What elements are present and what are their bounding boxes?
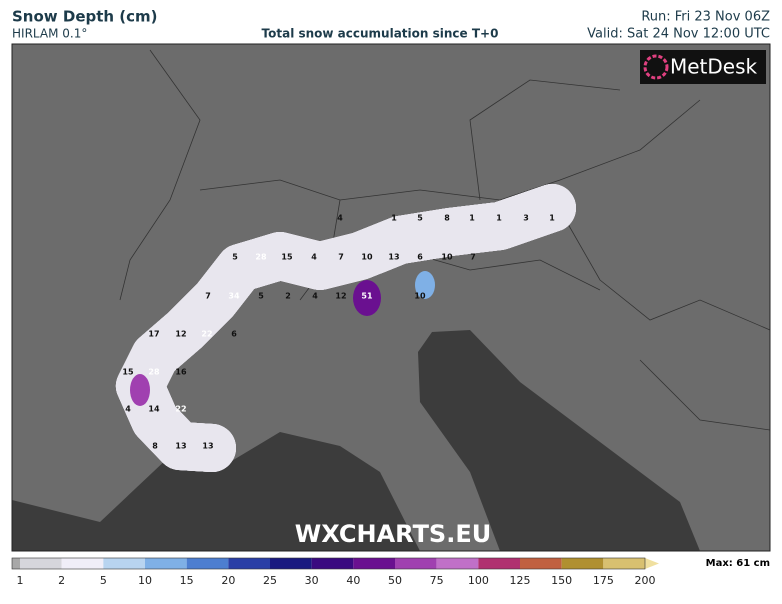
snow-label: 12 [175,330,186,339]
snow-label: 1 [391,214,397,223]
snow-label: 4 [312,292,318,301]
sea [12,432,420,551]
snow-label: 2 [285,292,291,301]
snow-cover [116,184,576,472]
legend-frame [11,557,646,570]
legend-label: 75 [430,574,444,587]
legend-label: 20 [221,574,235,587]
snow-label: 51 [361,292,373,301]
snow-label: 8 [444,214,450,223]
snow-label: 5 [258,292,264,301]
snow-label: 7 [205,292,211,301]
legend-label: 100 [468,574,489,587]
legend-label: 50 [388,574,402,587]
snow-label: 6 [231,330,237,339]
snow-label: 10 [441,253,453,262]
legend-label: 200 [635,574,656,587]
snow-label: 12 [335,292,346,301]
snow-label: 5 [232,253,238,262]
legend-label: 25 [263,574,277,587]
snow-label: 10 [414,292,426,301]
snow-label: 5 [417,214,423,223]
run: Run: Fri 23 Nov 06Z [641,10,770,25]
snow-label: 15 [122,368,134,377]
snow-label: 7 [470,253,476,262]
snow-label: 1 [496,214,502,223]
map-frame [11,43,771,552]
snow-label: 15 [281,253,293,262]
snow-cover [415,271,435,299]
legend-swatch [270,558,312,569]
legend-swatch [20,558,62,569]
snow-label: 28 [148,368,160,377]
snow-label: 13 [175,442,186,451]
snow-label: 4 [125,405,131,414]
snow-label: 10 [361,253,373,262]
legend-label: 150 [551,574,572,587]
model: HIRLAM 0.1° [12,27,87,41]
snow-label: 4 [311,253,317,262]
logo: MetDesk [670,55,758,79]
legend-swatch [145,558,187,569]
snow-cover [353,280,381,316]
legend-swatch [436,558,479,569]
snow-label: 17 [148,330,159,339]
land [12,44,770,551]
borders [119,49,771,431]
legend-label: 15 [180,574,194,587]
snow-cover [130,374,150,406]
subtitle: Total snow accumulation since T+0 [262,27,499,41]
snow-label: 1 [469,214,475,223]
sea [418,330,700,551]
snow-label: 8 [152,442,158,451]
snow-label: 3 [523,214,529,223]
snow-label: 22 [201,330,212,339]
snow-label: 13 [388,253,399,262]
legend-swatch [228,558,270,569]
snow-label: 34 [228,292,240,301]
snow-label: 16 [175,368,187,377]
legend-label: 10 [138,574,152,587]
legend-label: 1 [17,574,24,587]
legend-label: 175 [593,574,614,587]
legend-label: 5 [100,574,107,587]
snow-label: 28 [255,253,267,262]
snow-label: 4 [337,214,343,223]
snow-label: 13 [202,442,213,451]
legend-swatch [311,558,354,569]
legend-swatch [103,558,145,569]
legend-label: 125 [510,574,531,587]
legend-max: Max: 61 cm [706,558,770,569]
snow-label: 6 [417,253,423,262]
legend-label: 2 [58,574,65,587]
legend-swatch [645,558,659,569]
snow-label: 22 [175,405,186,414]
legend-swatch [12,558,20,569]
legend-label: 30 [305,574,319,587]
legend-swatch [478,558,520,569]
legend-label: 40 [346,574,360,587]
snow-label: 14 [148,405,160,414]
legend-swatch [186,558,229,569]
legend-swatch [603,558,645,569]
legend-swatch [353,558,395,569]
snow-label: 7 [338,253,344,262]
legend-swatch [520,558,562,569]
legend-swatch [395,558,437,569]
logo-icon [643,54,669,80]
snow-label: 1 [549,214,555,223]
watermark: WXCHARTS.EU [295,520,491,548]
valid: Valid: Sat 24 Nov 12:00 UTC [587,27,770,42]
legend-swatch [61,558,104,569]
title: Snow Depth (cm) [12,8,158,26]
legend-swatch [561,558,604,569]
